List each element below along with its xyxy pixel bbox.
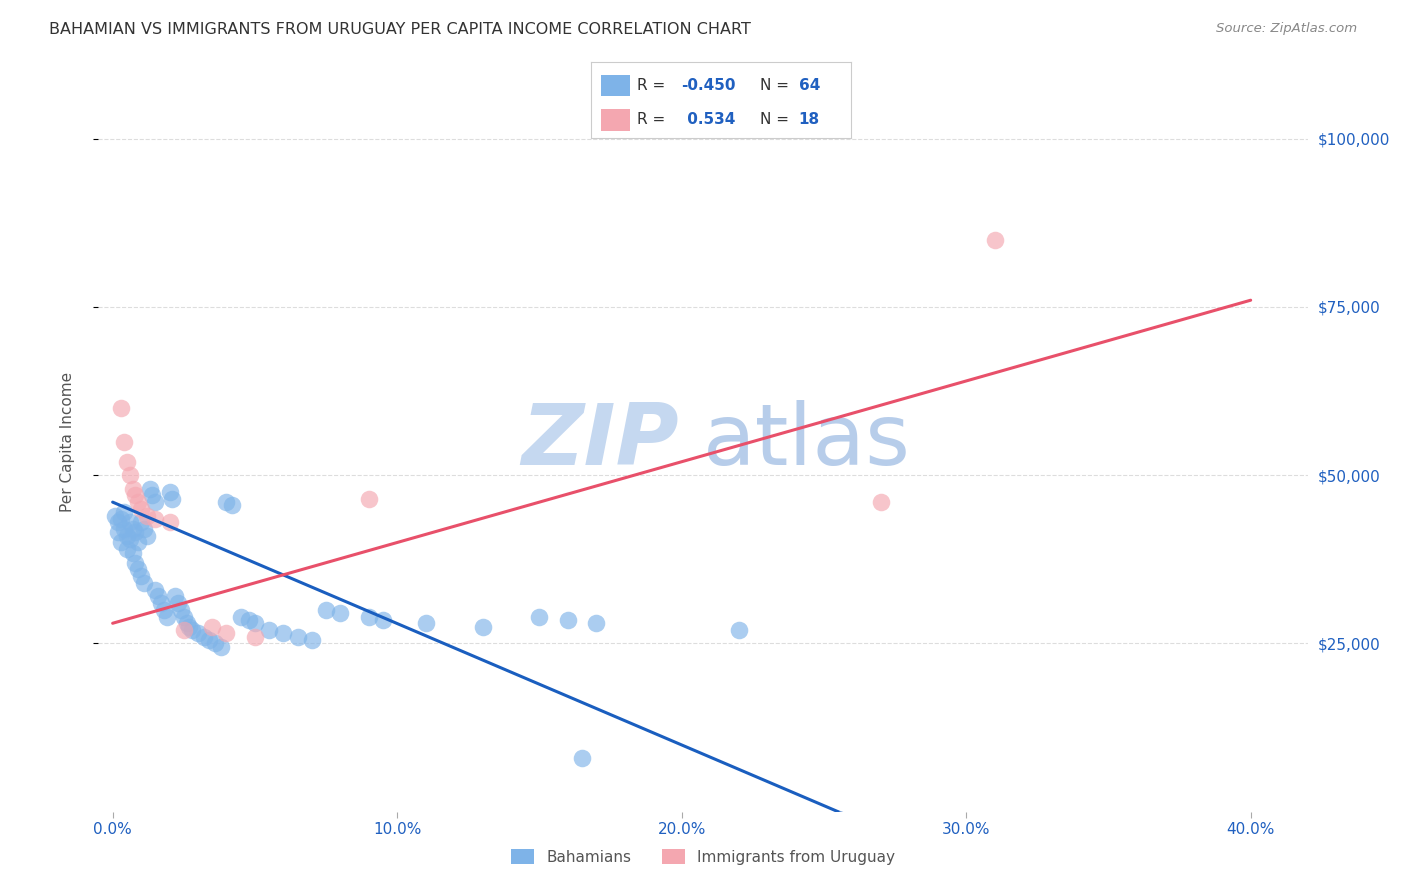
- Y-axis label: Per Capita Income: Per Capita Income: [60, 371, 75, 512]
- Point: [257, 623, 280, 637]
- Point: [129, 569, 152, 583]
- Point: [176, 616, 198, 631]
- Point: [121, 482, 143, 496]
- Point: [209, 640, 232, 654]
- Point: [371, 613, 394, 627]
- Point: [107, 516, 129, 530]
- Point: [173, 623, 195, 637]
- Text: 0.534: 0.534: [682, 112, 735, 127]
- Point: [115, 542, 138, 557]
- Point: [110, 401, 132, 415]
- Point: [198, 633, 221, 648]
- Point: [187, 626, 209, 640]
- Point: [127, 495, 149, 509]
- Point: [165, 590, 187, 604]
- Point: [301, 633, 323, 648]
- Point: [127, 535, 149, 549]
- Point: [143, 512, 166, 526]
- Point: [115, 529, 138, 543]
- Point: [112, 434, 135, 449]
- Point: [204, 636, 226, 650]
- Text: ZIP: ZIP: [522, 400, 679, 483]
- Point: [287, 630, 309, 644]
- Legend: Bahamians, Immigrants from Uruguay: Bahamians, Immigrants from Uruguay: [505, 843, 901, 871]
- Bar: [600, 110, 630, 130]
- Point: [273, 626, 295, 640]
- Text: -0.450: -0.450: [682, 78, 737, 93]
- Point: [162, 491, 184, 506]
- Point: [221, 499, 243, 513]
- Point: [129, 516, 152, 530]
- Point: [173, 609, 195, 624]
- Point: [869, 495, 891, 509]
- Point: [156, 609, 179, 624]
- Point: [471, 619, 494, 633]
- Text: N =: N =: [759, 112, 789, 127]
- Point: [121, 522, 143, 536]
- Text: R =: R =: [637, 112, 665, 127]
- Point: [571, 751, 593, 765]
- Point: [124, 525, 146, 540]
- Point: [215, 626, 238, 640]
- Point: [132, 575, 155, 590]
- Point: [159, 516, 181, 530]
- Text: atlas: atlas: [703, 400, 911, 483]
- Point: [143, 582, 166, 597]
- Point: [118, 532, 141, 546]
- Point: [181, 623, 204, 637]
- Point: [118, 516, 141, 530]
- Point: [557, 613, 579, 627]
- Point: [167, 596, 190, 610]
- Point: [238, 613, 260, 627]
- Point: [357, 609, 380, 624]
- Point: [170, 603, 193, 617]
- Point: [141, 488, 163, 502]
- Point: [150, 596, 173, 610]
- Point: [107, 525, 129, 540]
- Point: [110, 512, 132, 526]
- Point: [585, 616, 607, 631]
- Point: [983, 233, 1005, 247]
- Point: [112, 505, 135, 519]
- Point: [124, 488, 146, 502]
- Point: [104, 508, 127, 523]
- Point: [529, 609, 551, 624]
- Point: [243, 616, 266, 631]
- Text: 64: 64: [799, 78, 820, 93]
- Point: [135, 529, 157, 543]
- Point: [110, 535, 132, 549]
- Point: [121, 546, 143, 560]
- Point: [127, 562, 149, 576]
- Point: [153, 603, 176, 617]
- Point: [315, 603, 337, 617]
- Point: [229, 609, 252, 624]
- Point: [124, 556, 146, 570]
- Point: [415, 616, 437, 631]
- Point: [129, 501, 152, 516]
- Point: [112, 522, 135, 536]
- Text: 18: 18: [799, 112, 820, 127]
- Point: [727, 623, 749, 637]
- Text: N =: N =: [759, 78, 789, 93]
- Point: [329, 606, 352, 620]
- Bar: [600, 75, 630, 95]
- Point: [135, 508, 157, 523]
- Point: [115, 455, 138, 469]
- Text: BAHAMIAN VS IMMIGRANTS FROM URUGUAY PER CAPITA INCOME CORRELATION CHART: BAHAMIAN VS IMMIGRANTS FROM URUGUAY PER …: [49, 22, 751, 37]
- Point: [132, 522, 155, 536]
- Point: [143, 495, 166, 509]
- Text: R =: R =: [637, 78, 665, 93]
- Point: [118, 468, 141, 483]
- Point: [201, 619, 224, 633]
- Point: [159, 485, 181, 500]
- Point: [357, 491, 380, 506]
- Point: [138, 482, 160, 496]
- Text: Source: ZipAtlas.com: Source: ZipAtlas.com: [1216, 22, 1357, 36]
- Point: [146, 590, 169, 604]
- Point: [193, 630, 215, 644]
- Point: [215, 495, 238, 509]
- Point: [243, 630, 266, 644]
- Point: [179, 619, 201, 633]
